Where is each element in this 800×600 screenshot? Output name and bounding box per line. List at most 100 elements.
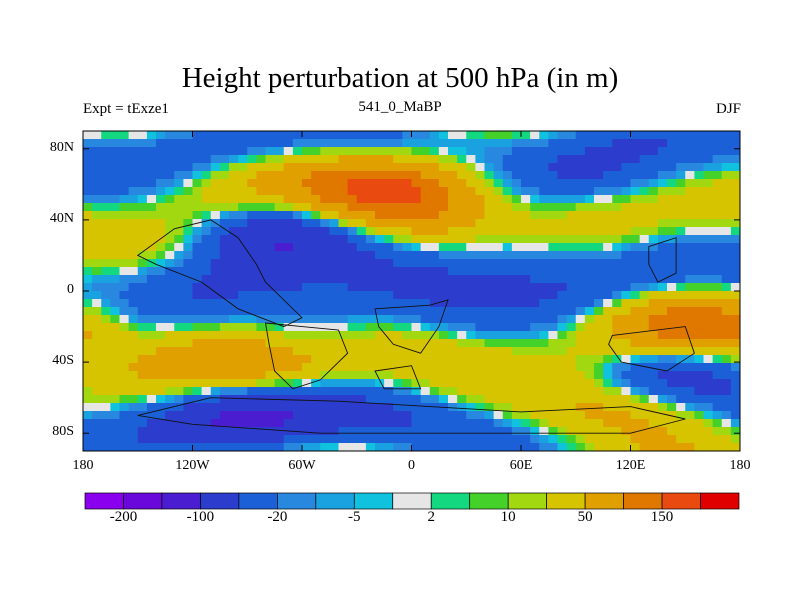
contour-cell — [256, 155, 267, 164]
contour-cell — [201, 363, 212, 372]
contour-cell — [584, 219, 595, 228]
contour-cell — [165, 419, 175, 428]
contour-cell — [575, 363, 586, 372]
contour-cell — [657, 419, 668, 428]
contour-cell — [229, 195, 239, 204]
contour-cell — [530, 203, 540, 212]
contour-cell — [283, 323, 294, 332]
contour-cell — [274, 235, 285, 244]
contour-cell — [192, 283, 203, 292]
contour-cell — [411, 267, 422, 276]
contour-cell — [137, 355, 148, 364]
contour-cell — [493, 323, 504, 332]
contour-cell — [393, 427, 403, 436]
contour-cell — [730, 139, 740, 148]
contour-cell — [83, 387, 93, 396]
contour-cell — [137, 379, 148, 388]
contour-cell — [137, 259, 148, 268]
contour-cell — [137, 251, 148, 260]
contour-cell — [156, 243, 166, 252]
contour-cell — [584, 283, 595, 292]
contour-cell — [384, 259, 394, 268]
contour-cell — [265, 275, 276, 284]
contour-cell — [721, 211, 732, 220]
contour-cell — [338, 139, 349, 148]
contour-cell — [584, 139, 595, 148]
contour-cell — [694, 195, 705, 204]
contour-cell — [101, 219, 111, 228]
contour-cell — [83, 307, 93, 316]
contour-cell — [493, 147, 504, 156]
contour-cell — [137, 203, 148, 212]
contour-cell — [311, 299, 321, 308]
contour-cell — [548, 163, 559, 172]
contour-cell — [165, 131, 175, 140]
contour-cell — [493, 283, 504, 292]
contour-cell — [137, 227, 148, 236]
contour-cell — [502, 235, 513, 244]
contour-cell — [721, 267, 732, 276]
contour-cell — [484, 411, 495, 420]
contour-cell — [493, 387, 504, 396]
contour-cell — [630, 347, 641, 356]
contour-cell — [676, 195, 686, 204]
contour-cell — [730, 235, 740, 244]
contour-cell — [530, 131, 540, 140]
contour-cell — [283, 227, 294, 236]
contour-cell — [320, 427, 330, 436]
contour-cell — [165, 219, 175, 228]
contour-cell — [174, 339, 184, 348]
contour-cell — [685, 363, 695, 372]
contour-cell — [630, 363, 641, 372]
contour-cell — [557, 227, 568, 236]
contour-cell — [676, 267, 686, 276]
contour-cell — [511, 395, 522, 404]
contour-cell — [156, 355, 166, 364]
contour-cell — [703, 131, 714, 140]
contour-cell — [137, 283, 148, 292]
contour-cell — [174, 275, 184, 284]
contour-cell — [402, 315, 413, 324]
contour-cell — [347, 195, 358, 204]
contour-cell — [229, 427, 239, 436]
contour-cell — [146, 267, 157, 276]
contour-cell — [612, 179, 622, 188]
contour-cell — [311, 363, 321, 372]
contour-cell — [101, 179, 111, 188]
contour-cell — [146, 315, 157, 324]
contour-cell — [457, 147, 467, 156]
contour-cell — [685, 387, 695, 396]
contour-cell — [466, 187, 476, 196]
contour-cell — [411, 291, 422, 300]
contour-cell — [329, 395, 340, 404]
contour-cell — [302, 411, 312, 420]
contour-cell — [448, 299, 458, 308]
contour-cell — [393, 347, 403, 356]
contour-cell — [92, 355, 102, 364]
contour-cell — [657, 227, 668, 236]
contour-cell — [539, 251, 549, 260]
contour-cell — [165, 203, 175, 212]
contour-cell — [575, 227, 586, 236]
contour-cell — [101, 411, 111, 420]
contour-cell — [356, 219, 367, 228]
contour-cell — [274, 387, 285, 396]
contour-cell — [630, 427, 641, 436]
contour-cell — [302, 363, 312, 372]
contour-cell — [594, 283, 604, 292]
contour-cell — [484, 147, 495, 156]
contour-cell — [210, 371, 221, 380]
contour-cell — [402, 163, 413, 172]
contour-cell — [338, 131, 349, 140]
contour-cell — [283, 163, 294, 172]
contour-cell — [603, 299, 613, 308]
contour-cell — [511, 371, 522, 380]
contour-cell — [511, 171, 522, 180]
contour-cell — [584, 339, 595, 348]
contour-cell — [575, 315, 586, 324]
contour-cell — [566, 155, 577, 164]
contour-cell — [548, 219, 559, 228]
contour-cell — [584, 299, 595, 308]
contour-cell — [621, 371, 632, 380]
x-tick-label: 0 — [408, 458, 415, 473]
